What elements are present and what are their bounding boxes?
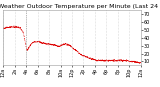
Title: Milwaukee Weather Outdoor Temperature per Minute (Last 24 Hours): Milwaukee Weather Outdoor Temperature pe… xyxy=(0,4,160,9)
